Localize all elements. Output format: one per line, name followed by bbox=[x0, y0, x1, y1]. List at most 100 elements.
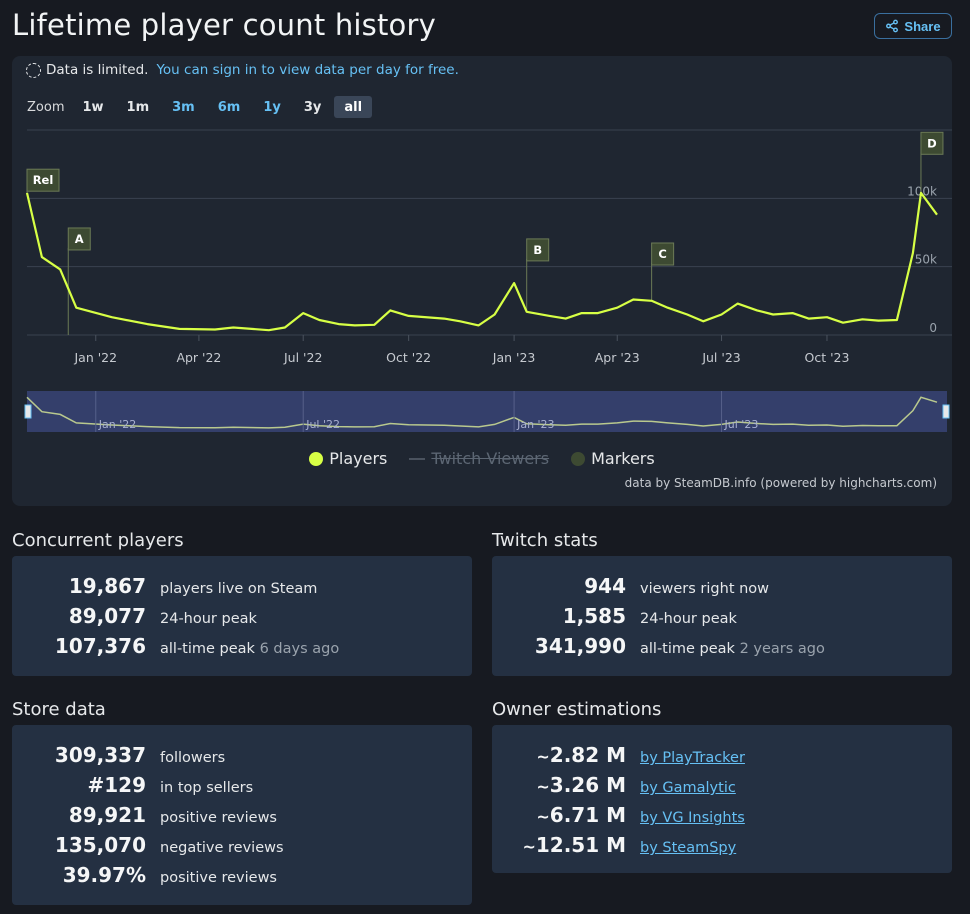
marker-label: Rel bbox=[33, 173, 54, 187]
zoom-3y-button[interactable]: 3y bbox=[303, 99, 322, 115]
player-count-chart[interactable]: 0 50k 100k Jan '22 Apr '22 Jul '22 Oct '22 Jan … bbox=[12, 56, 952, 446]
stat-label: all-time peak 2 years ago bbox=[640, 641, 825, 657]
marker-label: B bbox=[533, 243, 542, 257]
stat-row: 107,376 all-time peak 6 days ago bbox=[12, 634, 472, 664]
stat-label: 24-hour peak bbox=[160, 611, 257, 627]
share-icon bbox=[886, 19, 899, 33]
navigator-right-handle[interactable] bbox=[942, 404, 950, 419]
chart-panel: Data is limited. You can sign in to view… bbox=[12, 56, 952, 506]
stat-label: 24-hour peak bbox=[640, 611, 737, 627]
legend-markers-label: Markers bbox=[591, 449, 655, 468]
stat-row: 39.97% positive reviews bbox=[12, 863, 472, 893]
x-tick-label: Jul '23 bbox=[701, 350, 740, 365]
chart-credits[interactable]: data by SteamDB.info (powered by highcha… bbox=[624, 476, 937, 490]
x-tick-label: Oct '22 bbox=[386, 350, 431, 365]
stat-row: 1,585 24-hour peak bbox=[492, 604, 952, 634]
stat-row: 135,070 negative reviews bbox=[12, 833, 472, 863]
navigator-tick-label: Jul '23 bbox=[724, 418, 759, 431]
stat-value: ~2.82 M bbox=[536, 743, 626, 767]
stat-row: 89,921 positive reviews bbox=[12, 803, 472, 833]
marker-flag bbox=[651, 242, 675, 266]
data-notice: Data is limited. You can sign in to view… bbox=[26, 62, 459, 78]
stat-value: ~3.26 M bbox=[536, 773, 626, 797]
navigator-tick-label: Jan '22 bbox=[98, 418, 136, 431]
stat-value-number: 6.71 M bbox=[549, 803, 626, 827]
stat-label: positive reviews bbox=[160, 870, 277, 886]
marker-label: C bbox=[658, 247, 666, 261]
stat-value: 135,070 bbox=[54, 833, 146, 857]
zoom-controls: Zoom 1w 1m 3m 6m 1y 3y all bbox=[27, 96, 375, 118]
x-tick-label: Jan '22 bbox=[73, 350, 117, 365]
sign-in-link[interactable]: You can sign in to view data per day for… bbox=[156, 62, 459, 78]
twitch-card: 944 viewers right now 1,585 24-hour peak 3… bbox=[492, 556, 952, 676]
stat-row: 89,077 24-hour peak bbox=[12, 604, 472, 634]
stat-value: 89,077 bbox=[68, 604, 146, 628]
stat-value-number: 3.26 M bbox=[549, 773, 626, 797]
x-tick-label: Jul '22 bbox=[283, 350, 322, 365]
navigator-left-handle[interactable] bbox=[24, 404, 32, 419]
zoom-1w-button[interactable]: 1w bbox=[82, 99, 104, 115]
share-button[interactable]: Share bbox=[874, 13, 952, 39]
legend-players[interactable]: Players bbox=[309, 449, 387, 468]
x-tick-label: Apr '23 bbox=[595, 350, 640, 365]
stat-label: viewers right now bbox=[640, 581, 770, 597]
page-title: Lifetime player count history bbox=[12, 8, 436, 42]
legend-twitch-label: Twitch Viewers bbox=[431, 449, 550, 468]
zoom-6m-button[interactable]: 6m bbox=[217, 99, 241, 115]
markers-dot-icon bbox=[571, 451, 586, 466]
twitch-title: Twitch stats bbox=[492, 530, 598, 551]
marker-flag bbox=[920, 131, 944, 155]
stat-value: #129 bbox=[87, 773, 146, 797]
gamalytic-link[interactable]: by Gamalytic bbox=[640, 780, 736, 796]
stat-value: 341,990 bbox=[534, 634, 626, 658]
store-card: 309,337 followers #129 in top sellers 89,9… bbox=[12, 725, 472, 905]
stat-row: ~12.51 M by SteamSpy bbox=[492, 833, 952, 863]
x-tick-label: Apr '22 bbox=[176, 350, 221, 365]
zoom-3m-button[interactable]: 3m bbox=[172, 99, 195, 115]
stat-row: 19,867 players live on Steam bbox=[12, 574, 472, 604]
navigator-series-line bbox=[26, 396, 938, 429]
stat-value: 39.97% bbox=[62, 863, 146, 887]
y-tick-label: 50k bbox=[915, 253, 937, 267]
legend-players-label: Players bbox=[329, 449, 388, 468]
stat-row: ~2.82 M by PlayTracker bbox=[492, 743, 952, 773]
stat-row: ~3.26 M by Gamalytic bbox=[492, 773, 952, 803]
stat-label: followers bbox=[160, 750, 226, 766]
stat-value: 107,376 bbox=[54, 634, 146, 658]
x-tick-label: Jan '23 bbox=[492, 350, 536, 365]
stat-label: in top sellers bbox=[160, 780, 254, 796]
concurrent-card: 19,867 players live on Steam 89,077 24-hou… bbox=[12, 556, 472, 676]
stat-value-number: 12.51 M bbox=[535, 833, 626, 857]
marker-flag bbox=[526, 238, 550, 262]
marker-label: A bbox=[75, 232, 84, 246]
vg-insights-link[interactable]: by VG Insights bbox=[640, 810, 745, 826]
chart-legend: Players Twitch Viewers Markers bbox=[12, 449, 952, 468]
legend-markers[interactable]: Markers bbox=[571, 449, 655, 468]
stat-value: 89,921 bbox=[68, 803, 146, 827]
stat-row: #129 in top sellers bbox=[12, 773, 472, 803]
stat-label: all-time peak 6 days ago bbox=[160, 641, 339, 657]
stat-value: ~6.71 M bbox=[536, 803, 626, 827]
marker-flag bbox=[26, 168, 60, 192]
players-series-line bbox=[25, 191, 938, 332]
share-label: Share bbox=[904, 18, 941, 34]
marker-flag bbox=[67, 227, 91, 251]
stat-value: 309,337 bbox=[54, 743, 146, 767]
stat-row: ~6.71 M by VG Insights bbox=[492, 803, 952, 833]
stat-value: 19,867 bbox=[68, 574, 146, 598]
owners-title: Owner estimations bbox=[492, 699, 662, 720]
stat-row: 341,990 all-time peak 2 years ago bbox=[492, 634, 952, 664]
store-title: Store data bbox=[12, 699, 106, 720]
legend-twitch-viewers[interactable]: Twitch Viewers bbox=[409, 449, 549, 468]
zoom-all-button[interactable]: all bbox=[334, 96, 373, 118]
playtracker-link[interactable]: by PlayTracker bbox=[640, 750, 745, 766]
zoom-1y-button[interactable]: 1y bbox=[263, 99, 281, 115]
marker-label: D bbox=[927, 136, 937, 150]
stat-row: 309,337 followers bbox=[12, 743, 472, 773]
stat-value-number: 2.82 M bbox=[549, 743, 626, 767]
zoom-1m-button[interactable]: 1m bbox=[126, 99, 150, 115]
steamspy-link[interactable]: by SteamSpy bbox=[640, 840, 737, 856]
owners-card: ~2.82 M by PlayTracker ~3.26 M by Gamalyti… bbox=[492, 725, 952, 873]
notice-text: Data is limited. bbox=[46, 62, 149, 78]
stat-label: negative reviews bbox=[160, 840, 284, 856]
